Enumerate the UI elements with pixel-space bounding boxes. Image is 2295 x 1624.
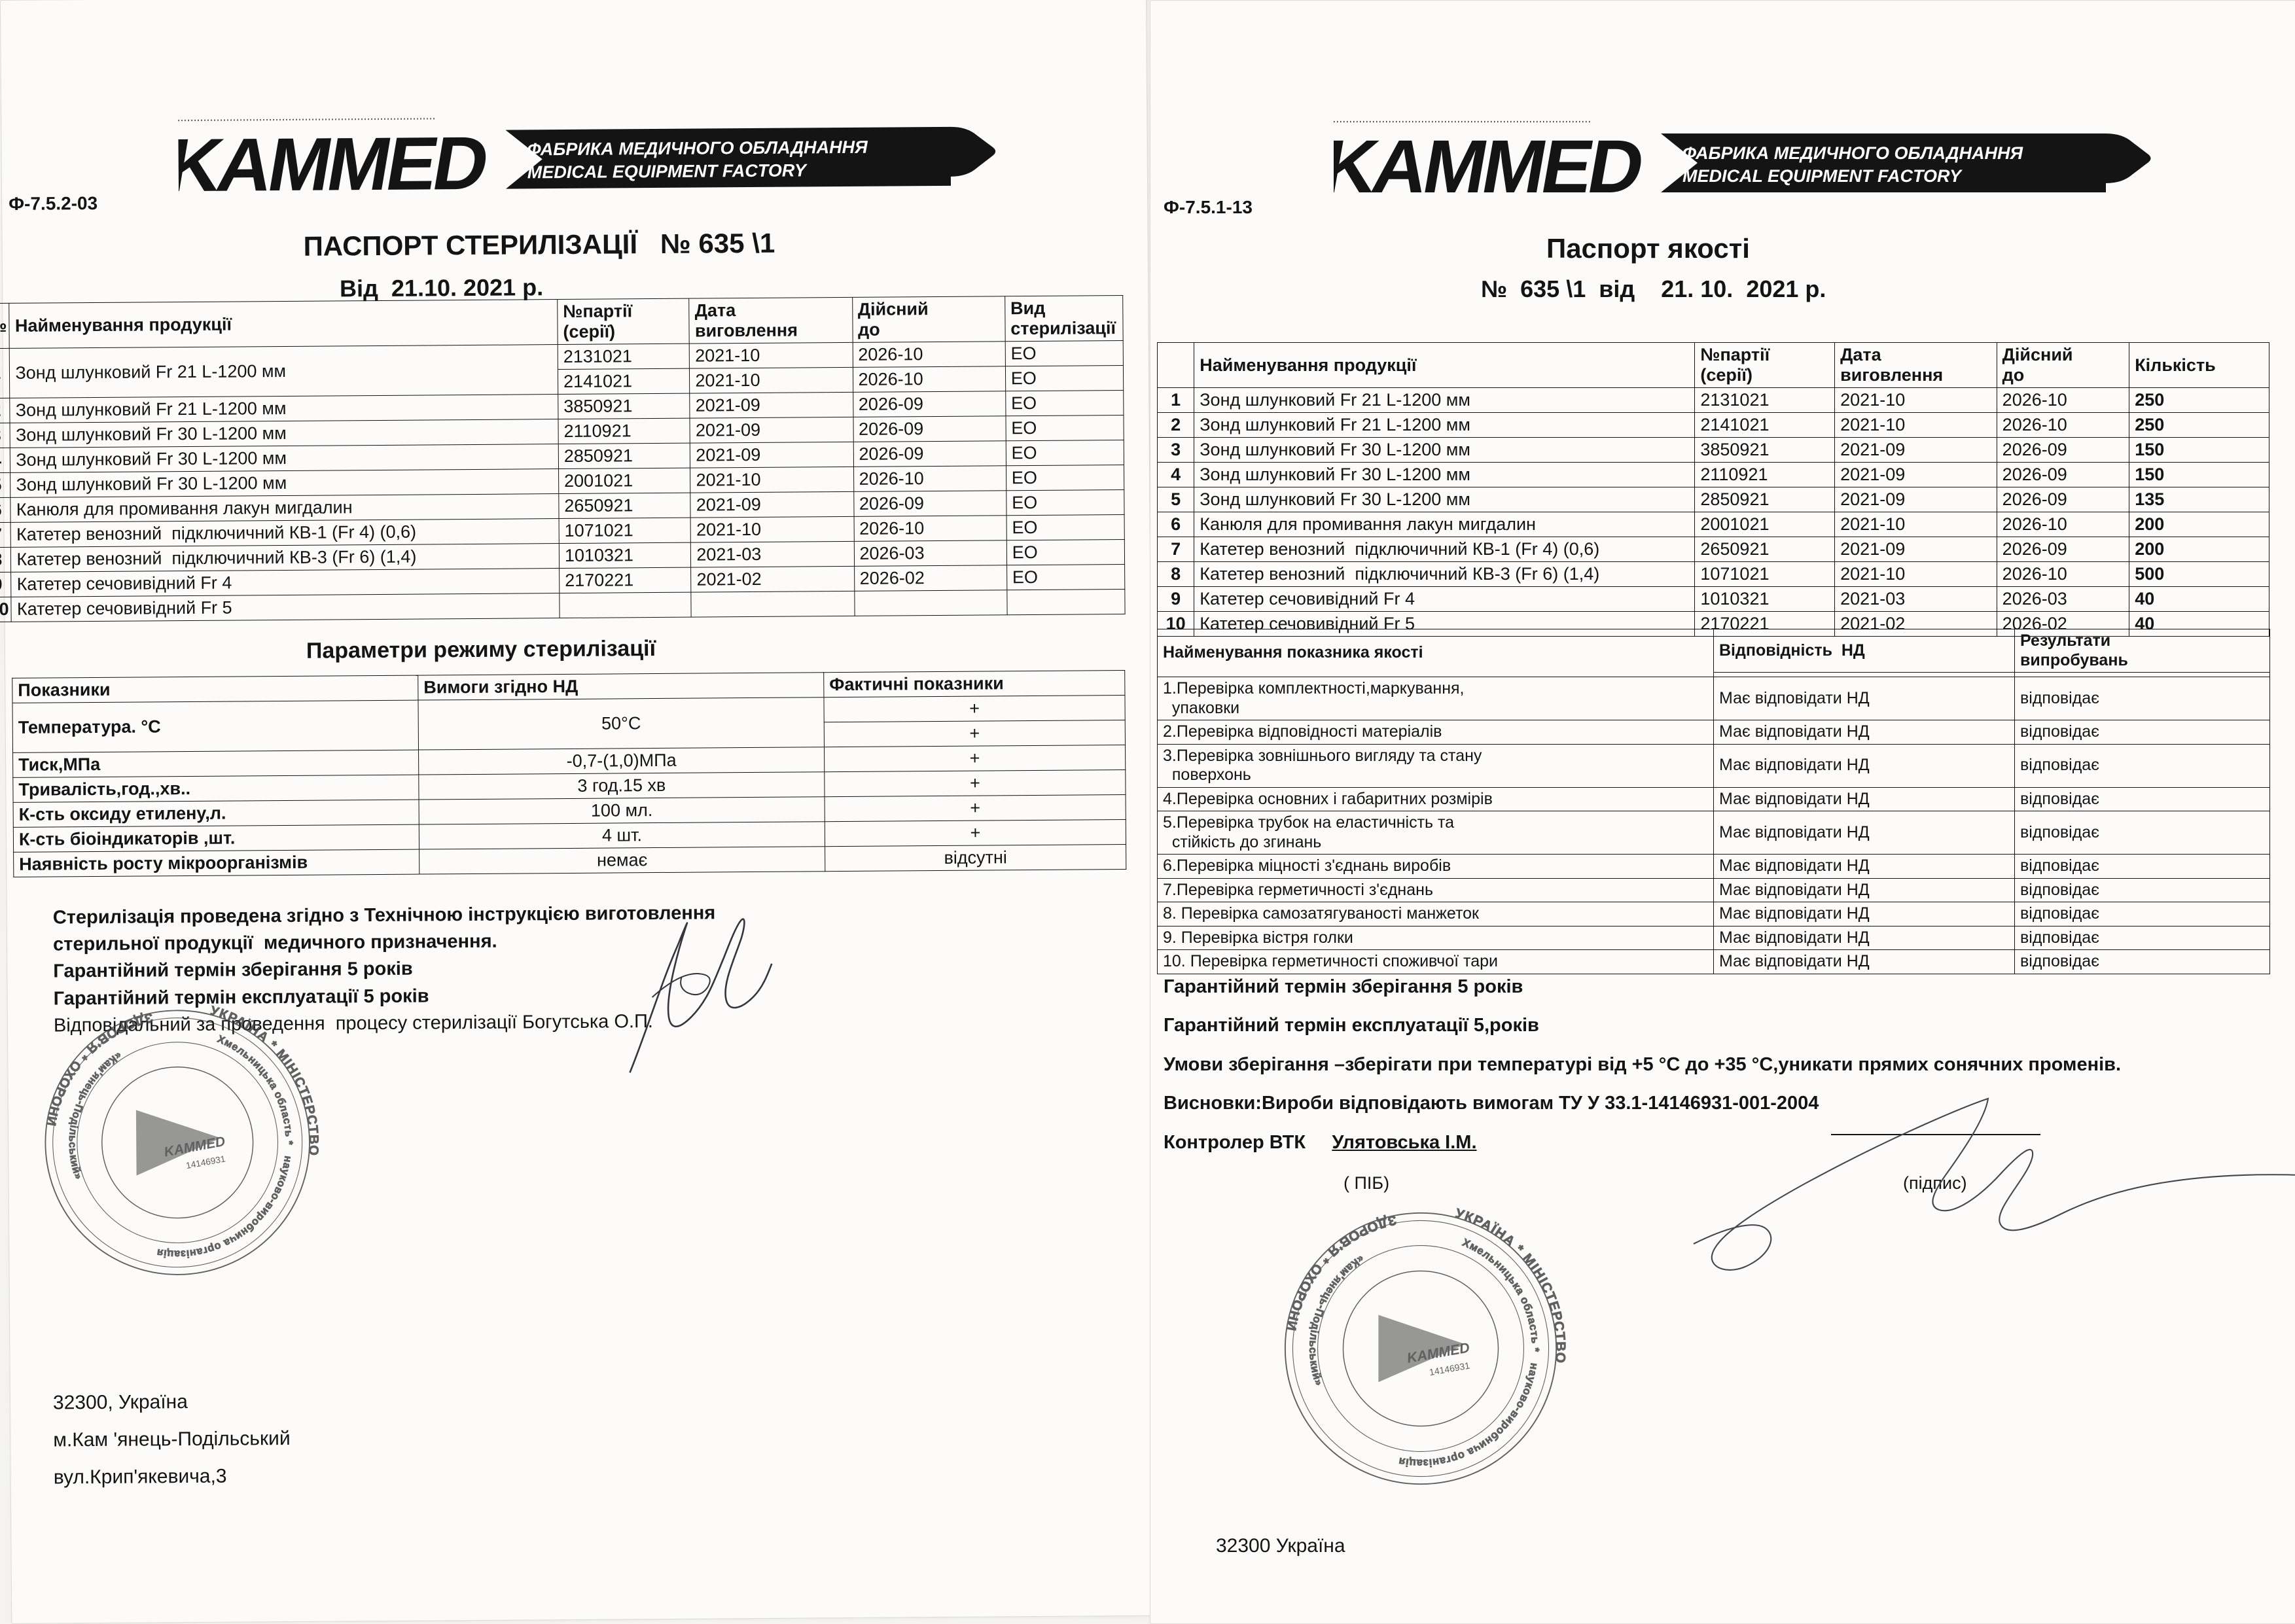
svg-text:14146931: 14146931 bbox=[1429, 1360, 1471, 1378]
svg-text:14146931: 14146931 bbox=[185, 1154, 226, 1171]
svg-text:MEDICAL EQUIPMENT FACTORY: MEDICAL EQUIPMENT FACTORY bbox=[1682, 166, 1963, 186]
svg-text:KAMMED: KAMMED bbox=[1334, 124, 1648, 209]
svg-text:KAMMED: KAMMED bbox=[178, 121, 492, 208]
svg-text:ФАБРИКА МЕДИЧНОГО ОБЛАДНАННЯ: ФАБРИКА МЕДИЧНОГО ОБЛАДНАННЯ bbox=[1682, 143, 2023, 163]
svg-text:MEDICAL EQUIPMENT FACTORY: MEDICAL EQUIPMENT FACTORY bbox=[527, 160, 808, 182]
svg-text:ФАБРИКА МЕДИЧНОГО ОБЛАДНАННЯ: ФАБРИКА МЕДИЧНОГО ОБЛАДНАННЯ bbox=[527, 137, 869, 160]
